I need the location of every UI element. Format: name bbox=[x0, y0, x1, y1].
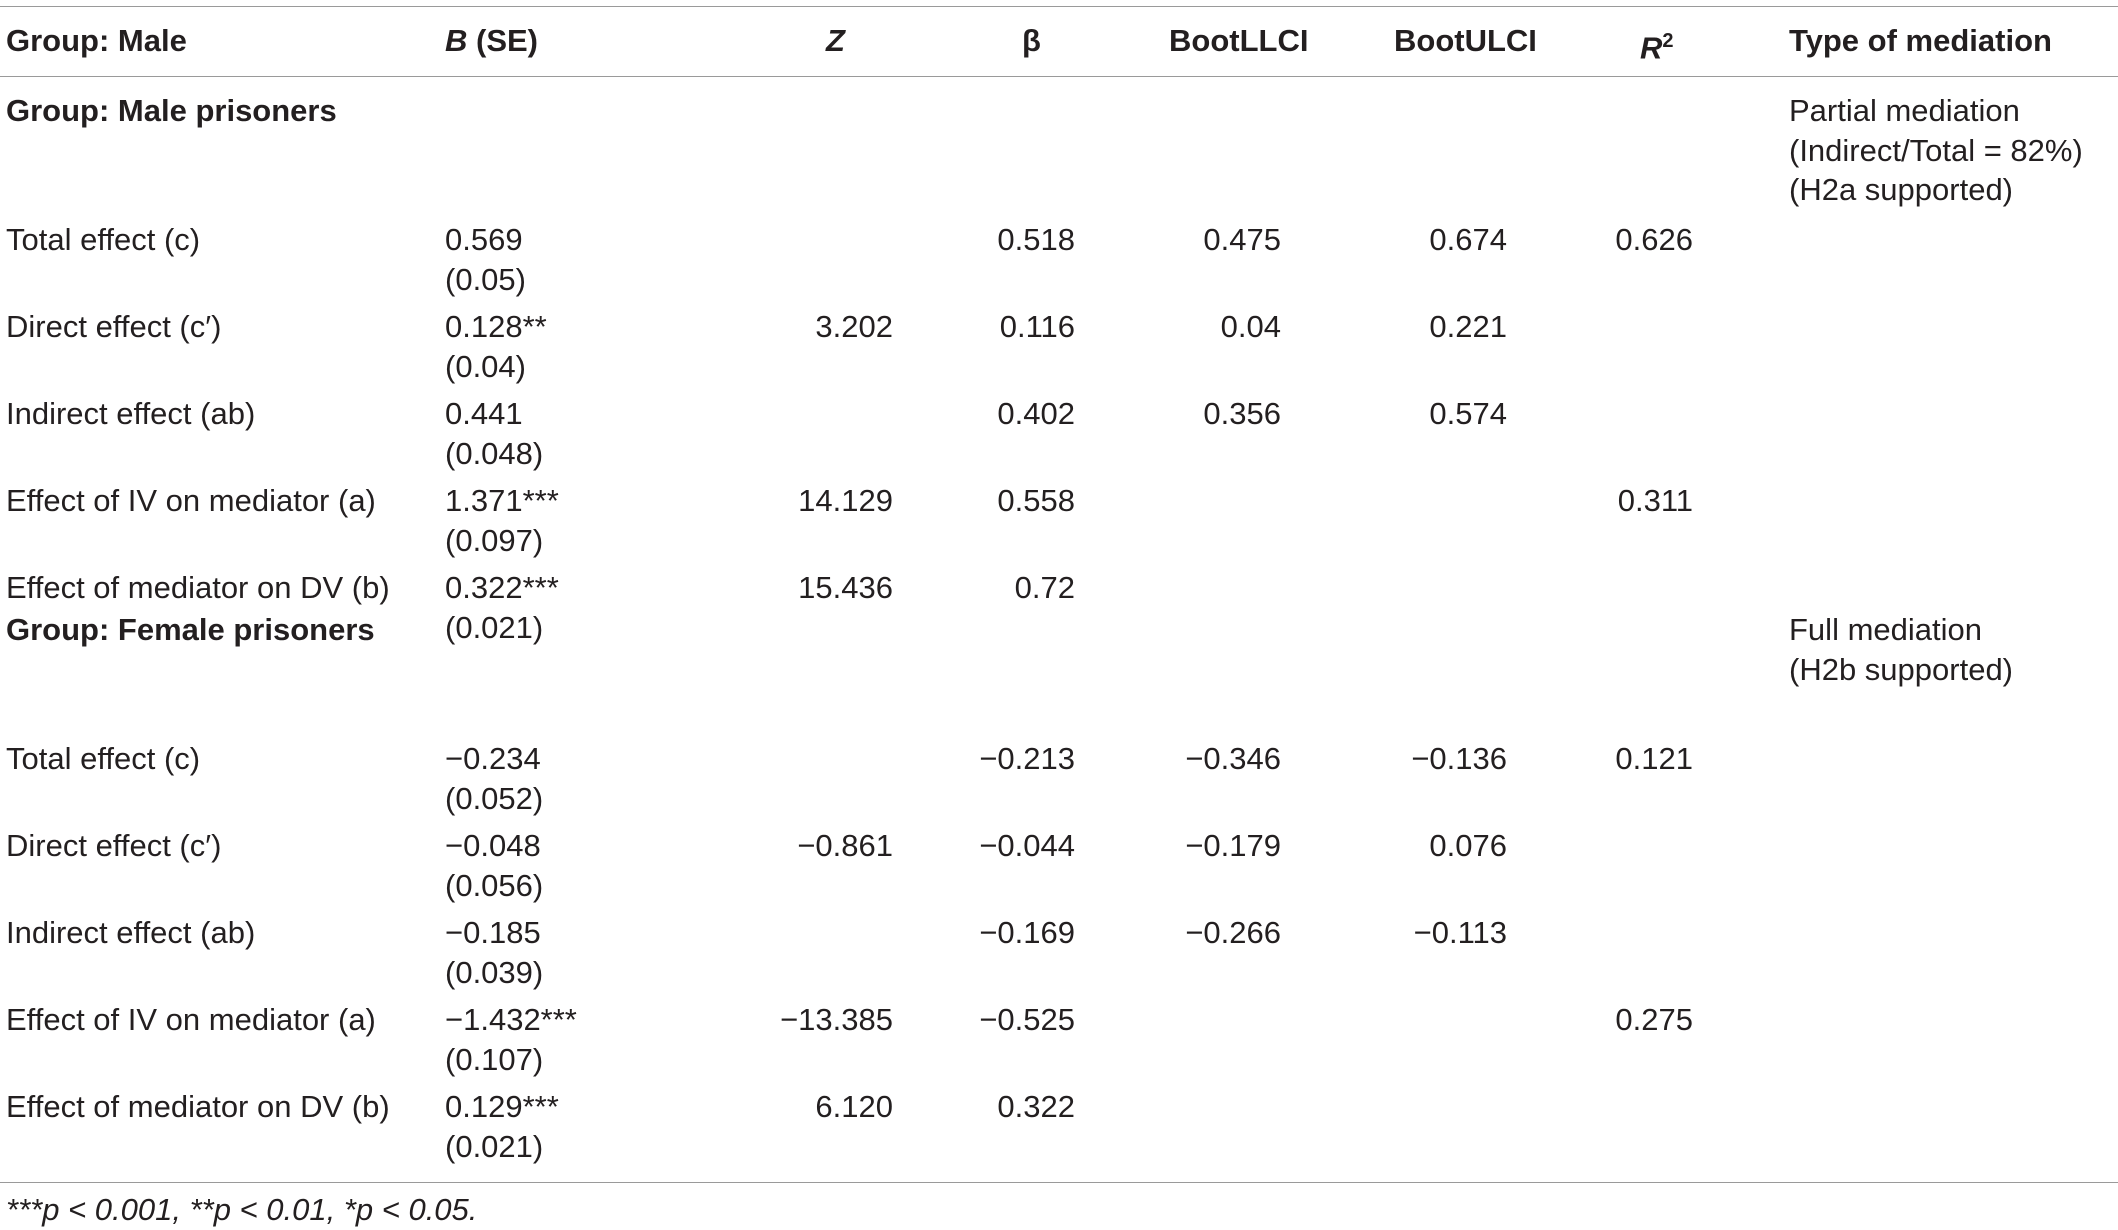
bootllci-value: 0.475 bbox=[1203, 222, 1281, 257]
row-label: Total effect (c) bbox=[6, 222, 201, 257]
beta-value: 0.72 bbox=[1014, 570, 1075, 605]
header-z-em: Z bbox=[826, 23, 845, 58]
bootulci-value: 0.076 bbox=[1429, 828, 1507, 863]
coef-b: 0.128** bbox=[445, 309, 547, 344]
bootulci-value: 0.221 bbox=[1429, 309, 1507, 344]
beta-value: 0.116 bbox=[999, 309, 1075, 344]
coef-b: 0.322*** bbox=[445, 570, 559, 605]
header-b-em: B bbox=[445, 23, 468, 58]
row-label: Indirect effect (ab) bbox=[6, 396, 256, 431]
beta-value: −0.525 bbox=[979, 1002, 1075, 1037]
z-value: 14.129 bbox=[798, 483, 893, 518]
coef-se: (0.056) bbox=[445, 867, 544, 903]
z-value: 3.202 bbox=[815, 309, 893, 344]
beta-value: 0.558 bbox=[997, 483, 1075, 518]
header-r2-sup: 2 bbox=[1662, 30, 1674, 52]
r2-value: 0.275 bbox=[1615, 1002, 1693, 1037]
mediation-type-line: (H2a supported) bbox=[1789, 172, 2014, 207]
table-top-rule bbox=[0, 6, 2118, 7]
bootllci-value: −0.266 bbox=[1185, 915, 1281, 950]
coef-se: (0.048) bbox=[445, 435, 544, 471]
mediation-type-line: (H2b supported) bbox=[1789, 651, 2014, 687]
coef-b: 0.129*** bbox=[445, 1089, 559, 1124]
z-value: 15.436 bbox=[798, 570, 893, 605]
bootulci-value: −0.136 bbox=[1411, 741, 1507, 776]
mediation-type-line: (Indirect/Total = 82%) bbox=[1789, 132, 2083, 168]
z-value: −0.861 bbox=[797, 828, 893, 863]
header-b-se: B (SE) bbox=[445, 21, 538, 61]
coef-b: −1.432*** bbox=[445, 1002, 577, 1037]
bootllci-value: −0.179 bbox=[1185, 828, 1281, 863]
bootulci-value: 0.574 bbox=[1429, 396, 1507, 431]
z-value: −13.385 bbox=[780, 1002, 893, 1037]
coef-se: (0.097) bbox=[445, 522, 544, 558]
header-b-rest: (SE) bbox=[467, 23, 539, 58]
beta-value: −0.044 bbox=[979, 828, 1075, 863]
z-value: 6.120 bbox=[815, 1089, 893, 1124]
r2-value: 0.121 bbox=[1615, 741, 1693, 776]
coef-b: 0.569 bbox=[445, 222, 523, 257]
beta-value: 0.518 bbox=[997, 222, 1075, 257]
coef-se: (0.05) bbox=[445, 261, 526, 297]
coef-se: (0.039) bbox=[445, 954, 544, 990]
row-label: Indirect effect (ab) bbox=[6, 915, 256, 950]
coef-se: (0.021) bbox=[445, 1128, 544, 1164]
r2-value: 0.626 bbox=[1615, 222, 1693, 257]
bootllci-value: 0.04 bbox=[1220, 309, 1281, 344]
bootulci-value: 0.674 bbox=[1429, 222, 1507, 257]
footnote: ***p < 0.001, **p < 0.01, *p < 0.05. bbox=[6, 1192, 478, 1227]
group-title: Group: Female prisoners bbox=[6, 612, 375, 647]
header-r2: R2 bbox=[1640, 21, 1674, 68]
bootllci-value: −0.346 bbox=[1185, 741, 1281, 776]
header-mediation-type: Type of mediation bbox=[1789, 23, 2052, 58]
mediation-type-line: Partial mediation bbox=[1789, 93, 2020, 128]
coef-se: (0.021) bbox=[445, 609, 544, 645]
bootllci-value: 0.356 bbox=[1203, 396, 1281, 431]
header-r2-em: R bbox=[1640, 30, 1663, 66]
header-bootulci: BootULCI bbox=[1394, 23, 1537, 58]
group-title: Group: Male prisoners bbox=[6, 93, 337, 128]
header-group: Group: Male bbox=[6, 23, 187, 58]
table-bottom-rule bbox=[0, 1182, 2118, 1183]
coef-se: (0.052) bbox=[445, 780, 544, 816]
header-bootllci: BootLLCI bbox=[1169, 23, 1309, 58]
beta-value: −0.169 bbox=[979, 915, 1075, 950]
row-label: Total effect (c) bbox=[6, 741, 201, 776]
row-label: Effect of mediator on DV (b) bbox=[6, 1089, 390, 1124]
row-label: Effect of mediator on DV (b) bbox=[6, 570, 390, 605]
r2-value: 0.311 bbox=[1617, 483, 1693, 518]
bootulci-value: −0.113 bbox=[1413, 915, 1507, 950]
beta-value: 0.322 bbox=[997, 1089, 1075, 1124]
beta-value: 0.402 bbox=[997, 396, 1075, 431]
coef-b: 1.371*** bbox=[445, 483, 559, 518]
coef-b: −0.185 bbox=[445, 915, 541, 950]
coef-se: (0.107) bbox=[445, 1041, 544, 1077]
row-label: Effect of IV on mediator (a) bbox=[6, 483, 376, 518]
coef-b: −0.048 bbox=[445, 828, 541, 863]
row-label: Effect of IV on mediator (a) bbox=[6, 1002, 376, 1037]
header-beta: β bbox=[1022, 23, 1041, 58]
coef-b: −0.234 bbox=[445, 741, 541, 776]
coef-se: (0.04) bbox=[445, 348, 526, 384]
header-rule bbox=[0, 76, 2118, 77]
beta-value: −0.213 bbox=[979, 741, 1075, 776]
row-label: Direct effect (c′) bbox=[6, 309, 222, 344]
header-z: Z bbox=[826, 21, 845, 61]
row-label: Direct effect (c′) bbox=[6, 828, 222, 863]
coef-b: 0.441 bbox=[445, 396, 523, 431]
mediation-type-line: Full mediation bbox=[1789, 612, 1982, 647]
